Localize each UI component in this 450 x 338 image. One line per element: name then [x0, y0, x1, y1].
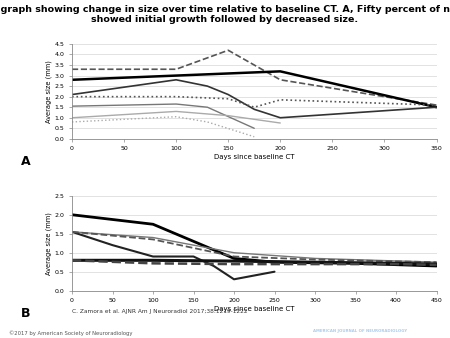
Y-axis label: Average size (mm): Average size (mm)	[45, 212, 52, 275]
Text: A: A	[21, 155, 31, 168]
Text: Line graph showing change in size over time relative to baseline CT. A, Fifty pe: Line graph showing change in size over t…	[0, 5, 450, 14]
Text: AJNR: AJNR	[337, 310, 383, 324]
Text: B: B	[21, 307, 31, 320]
Text: ©2017 by American Society of Neuroradiology: ©2017 by American Society of Neuroradiol…	[9, 331, 132, 336]
Text: AMERICAN JOURNAL OF NEURORADIOLOGY: AMERICAN JOURNAL OF NEURORADIOLOGY	[313, 329, 407, 333]
Y-axis label: Average size (mm): Average size (mm)	[45, 60, 52, 123]
X-axis label: Days since baseline CT: Days since baseline CT	[214, 154, 294, 160]
Text: showed initial growth followed by decreased size.: showed initial growth followed by decrea…	[91, 15, 359, 24]
X-axis label: Days since baseline CT: Days since baseline CT	[214, 306, 294, 312]
Text: C. Zamora et al. AJNR Am J Neuroradiol 2017;38:1219-1222: C. Zamora et al. AJNR Am J Neuroradiol 2…	[72, 309, 248, 314]
